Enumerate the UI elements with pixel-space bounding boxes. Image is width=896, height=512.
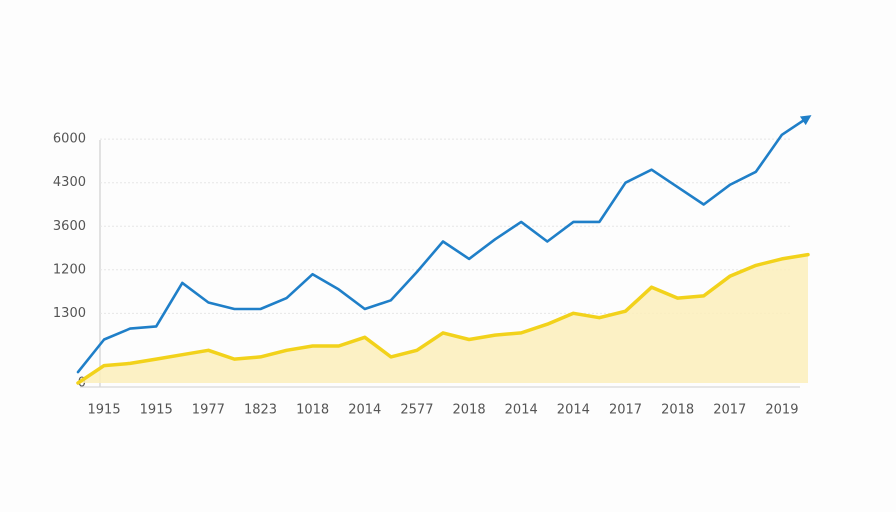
x-tick-label: 2577 <box>400 403 433 418</box>
x-tick-label: 2017 <box>713 403 746 418</box>
y-tick-label: 3600 <box>53 219 86 234</box>
y-tick-label: 4300 <box>53 175 86 190</box>
x-tick-label: 2017 <box>609 403 642 418</box>
x-tick-label: 1915 <box>140 403 173 418</box>
x-tick-label: 2019 <box>765 403 798 418</box>
x-tick-label: 2014 <box>505 403 538 418</box>
line <box>76 115 812 374</box>
x-tick-label: 2018 <box>661 403 694 418</box>
x-tick-label: 2014 <box>348 403 381 418</box>
x-tick-label: 1915 <box>88 403 121 418</box>
x-tick-label: 2014 <box>557 403 590 418</box>
line <box>76 252 810 385</box>
x-tick-label: 1977 <box>192 403 225 418</box>
area <box>78 254 808 383</box>
x-tick-label: 1018 <box>296 403 329 418</box>
y-tick-label: 6000 <box>53 132 86 147</box>
y-tick-label: 1200 <box>53 262 86 277</box>
y-tick-label: 1300 <box>53 306 86 321</box>
x-tick-label: 2018 <box>453 403 486 418</box>
x-tick-label: 1823 <box>244 403 277 418</box>
